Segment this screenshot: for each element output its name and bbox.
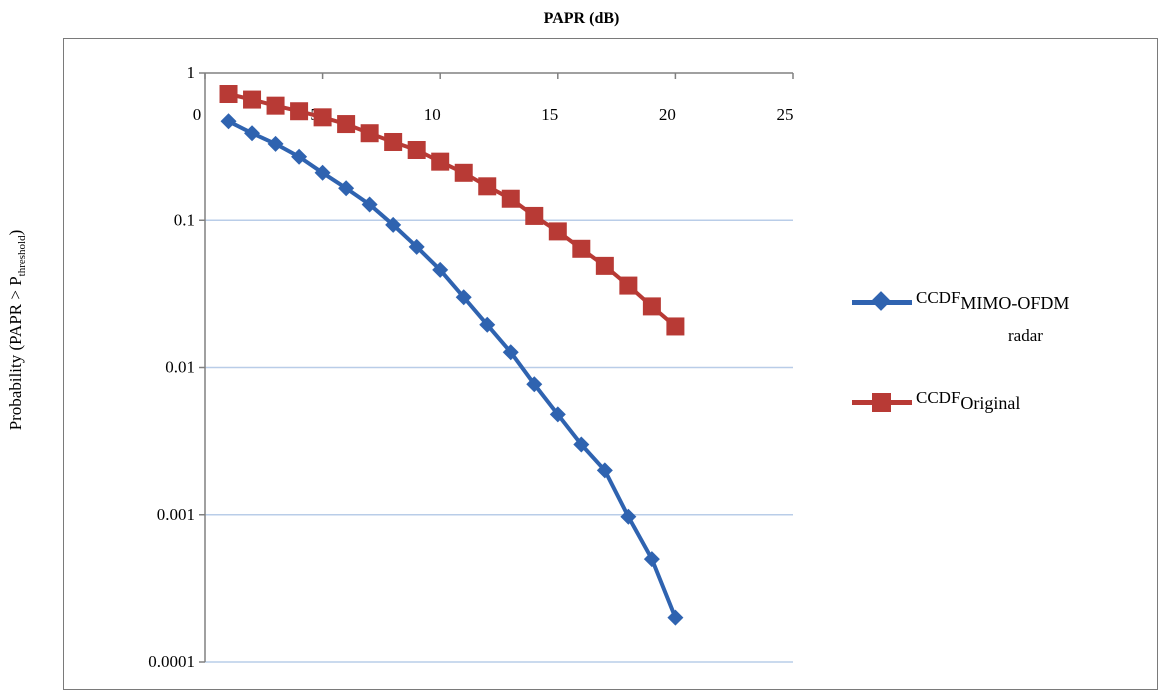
legend-label-mimo-ofdm: CCDFMIMO-OFDM <box>916 288 1069 314</box>
data-point-square <box>454 163 473 182</box>
data-point-square <box>478 177 497 196</box>
data-point-square <box>595 256 614 275</box>
data-point-square <box>384 132 403 151</box>
legend-square-marker <box>872 393 891 412</box>
y-tick-label: 0.1 <box>174 210 195 229</box>
data-point-diamond <box>408 238 425 255</box>
data-point-diamond <box>643 551 660 568</box>
data-point-square <box>266 96 285 115</box>
data-point-diamond <box>244 125 261 142</box>
y-tick-label: 1 <box>187 63 196 82</box>
data-point-diamond <box>455 289 472 306</box>
data-point-square <box>619 276 638 295</box>
data-point-diamond <box>338 180 355 197</box>
legend-2-sub: Original <box>960 393 1021 413</box>
x-tick-label: 0 <box>193 105 202 124</box>
data-point-square <box>243 90 262 109</box>
data-point-square <box>360 124 379 143</box>
y-tick-label: 0.0001 <box>148 652 195 671</box>
data-point-diamond <box>267 135 284 152</box>
data-point-diamond <box>385 216 402 233</box>
data-point-diamond <box>620 508 637 525</box>
legend-1-radar-text: radar <box>1008 326 1043 345</box>
data-point-diamond <box>502 344 519 361</box>
data-point-diamond <box>573 436 590 453</box>
y-tick-label: 0.001 <box>157 505 195 524</box>
data-point-diamond <box>361 196 378 213</box>
data-point-diamond <box>314 164 331 181</box>
legend-label-original: CCDFOriginal <box>916 388 1020 414</box>
series-line-2 <box>228 92 677 328</box>
data-point-diamond <box>667 609 684 626</box>
x-tick-label: 15 <box>541 105 558 124</box>
data-point-diamond <box>291 148 308 165</box>
data-point-diamond <box>220 113 237 130</box>
data-point-square <box>666 317 685 336</box>
series-line-1 <box>227 119 678 619</box>
data-point-diamond <box>596 462 613 479</box>
legend-1-sub: MIMO-OFDM <box>960 293 1070 313</box>
legend-1-name: CCDF <box>916 288 961 307</box>
data-point-square <box>337 115 356 134</box>
chart-frame <box>63 38 1158 690</box>
chart-title: PAPR (dB) <box>543 10 620 27</box>
data-point-square <box>525 206 544 225</box>
data-point-square <box>548 222 567 241</box>
data-point-square <box>219 85 238 104</box>
y-tick-label: 0.01 <box>165 358 195 377</box>
data-point-square <box>313 108 332 127</box>
x-tick-label: 10 <box>424 105 441 124</box>
data-point-square <box>431 152 450 171</box>
data-point-square <box>290 102 309 121</box>
data-point-square <box>407 140 426 159</box>
data-point-diamond <box>479 316 496 333</box>
data-point-diamond <box>526 376 543 393</box>
data-point-diamond <box>549 406 566 423</box>
data-point-square <box>501 189 520 208</box>
data-point-diamond <box>432 261 449 278</box>
data-point-square <box>572 239 591 258</box>
x-tick-label: 25 <box>777 105 794 124</box>
data-point-square <box>642 297 661 316</box>
x-tick-label: 20 <box>659 105 676 124</box>
legend-2-name: CCDF <box>916 388 961 407</box>
